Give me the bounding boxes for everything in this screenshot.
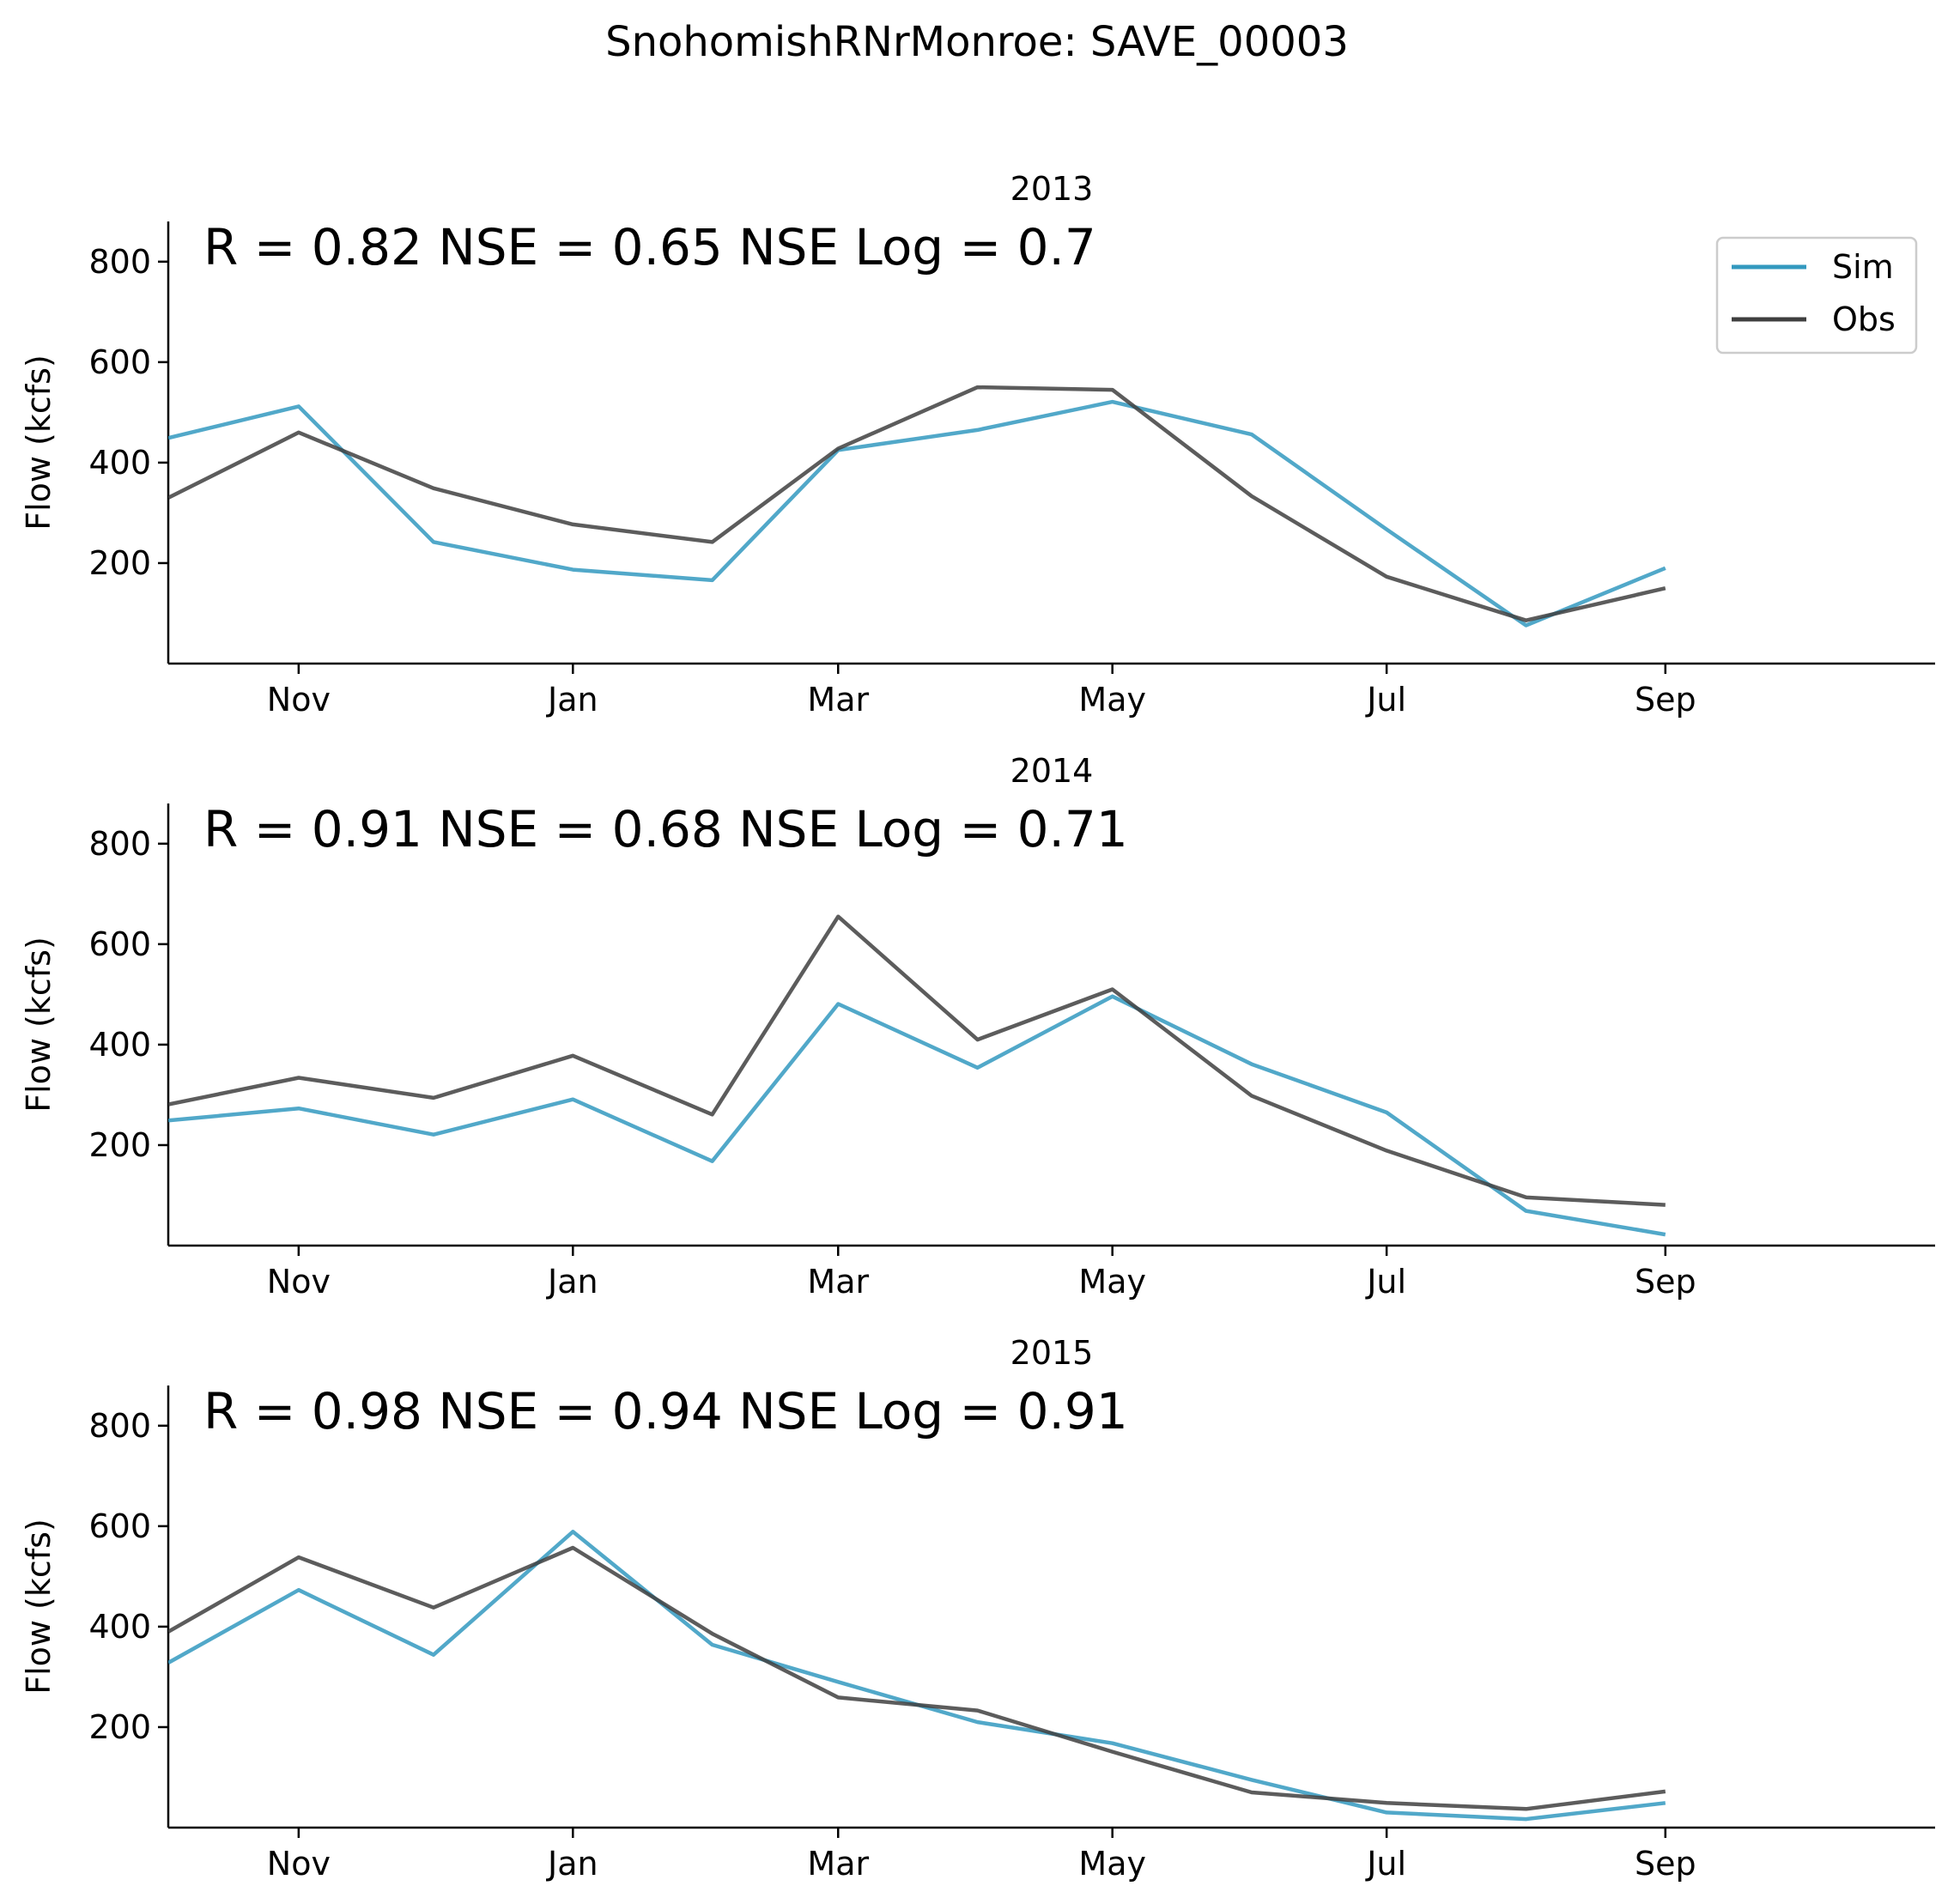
y-tick-label: 400 <box>88 444 151 482</box>
y-tick-label: 400 <box>88 1026 151 1064</box>
series-line-obs <box>168 914 1666 1207</box>
series-group <box>168 914 1666 1237</box>
y-tick-label: 200 <box>88 1708 151 1746</box>
x-tick-label: Nov <box>267 1845 331 1883</box>
stats-annotation: R = 0.91 NSE = 0.68 NSE Log = 0.71 <box>203 800 1128 858</box>
panel-title: 2014 <box>1010 752 1094 790</box>
series-line-sim <box>168 1530 1666 1822</box>
panel-title: 2013 <box>1010 170 1094 208</box>
legend-label-obs: Obs <box>1832 300 1896 338</box>
chart-panel-2014: 2014 200 400 600 800 Nov Jan Mar May Jul Sep Flow (… <box>20 752 1935 1301</box>
y-tick-label: 400 <box>88 1608 151 1646</box>
x-tick-label: Jan <box>546 681 598 719</box>
stats-annotation: R = 0.98 NSE = 0.94 NSE Log = 0.91 <box>203 1382 1128 1440</box>
x-tick-label: Nov <box>267 681 331 719</box>
y-tick-label: 600 <box>88 1507 151 1545</box>
y-tick-label: 600 <box>88 343 151 381</box>
chart-panel-2013: 2013 200 400 600 800 Nov Jan Mar May Jul Sep Flow (… <box>20 170 1935 719</box>
x-tick-label: Jan <box>546 1263 598 1301</box>
series-line-sim <box>168 399 1666 628</box>
chart-panel-2015: 2015 200 400 600 800 Nov Jan Mar May Jul Sep Flow (… <box>20 1334 1935 1883</box>
series-line-sim <box>168 994 1666 1237</box>
y-axis-label: Flow (kcfs) <box>20 355 58 531</box>
x-tick-label: Nov <box>267 1263 331 1301</box>
legend-label-sim: Sim <box>1832 248 1894 286</box>
x-tick-label: Jul <box>1365 1263 1406 1301</box>
x-tick-label: Sep <box>1635 681 1696 719</box>
series-line-obs <box>168 1545 1666 1811</box>
series-group <box>168 1530 1666 1822</box>
y-tick-label: 800 <box>88 1407 151 1445</box>
x-tick-label: Mar <box>807 1845 869 1883</box>
y-tick-label: 800 <box>88 243 151 281</box>
x-tick-label: May <box>1078 681 1146 719</box>
y-tick-label: 200 <box>88 544 151 582</box>
x-tick-label: Jul <box>1365 1845 1406 1883</box>
y-axis-label: Flow (kcfs) <box>20 937 58 1113</box>
x-tick-label: Mar <box>807 1263 869 1301</box>
series-line-obs <box>168 385 1666 622</box>
x-tick-label: Sep <box>1635 1263 1696 1301</box>
y-tick-label: 600 <box>88 925 151 963</box>
y-tick-label: 800 <box>88 825 151 863</box>
x-tick-label: May <box>1078 1845 1146 1883</box>
figure-title: SnohomishRNrMonroe: SAVE_00003 <box>605 18 1349 66</box>
x-tick-label: Jul <box>1365 681 1406 719</box>
panel-title: 2015 <box>1010 1334 1094 1372</box>
panels: 2013 200 400 600 800 Nov Jan Mar May Jul Sep Flow (… <box>20 170 1935 1883</box>
x-tick-label: Mar <box>807 681 869 719</box>
x-tick-label: May <box>1078 1263 1146 1301</box>
y-axis-label: Flow (kcfs) <box>20 1519 58 1695</box>
y-tick-label: 200 <box>88 1126 151 1164</box>
stats-annotation: R = 0.82 NSE = 0.65 NSE Log = 0.7 <box>203 218 1096 276</box>
x-tick-label: Jan <box>546 1845 598 1883</box>
series-group <box>168 385 1666 628</box>
legend: Sim Obs <box>1715 236 1918 355</box>
x-tick-label: Sep <box>1635 1845 1696 1883</box>
